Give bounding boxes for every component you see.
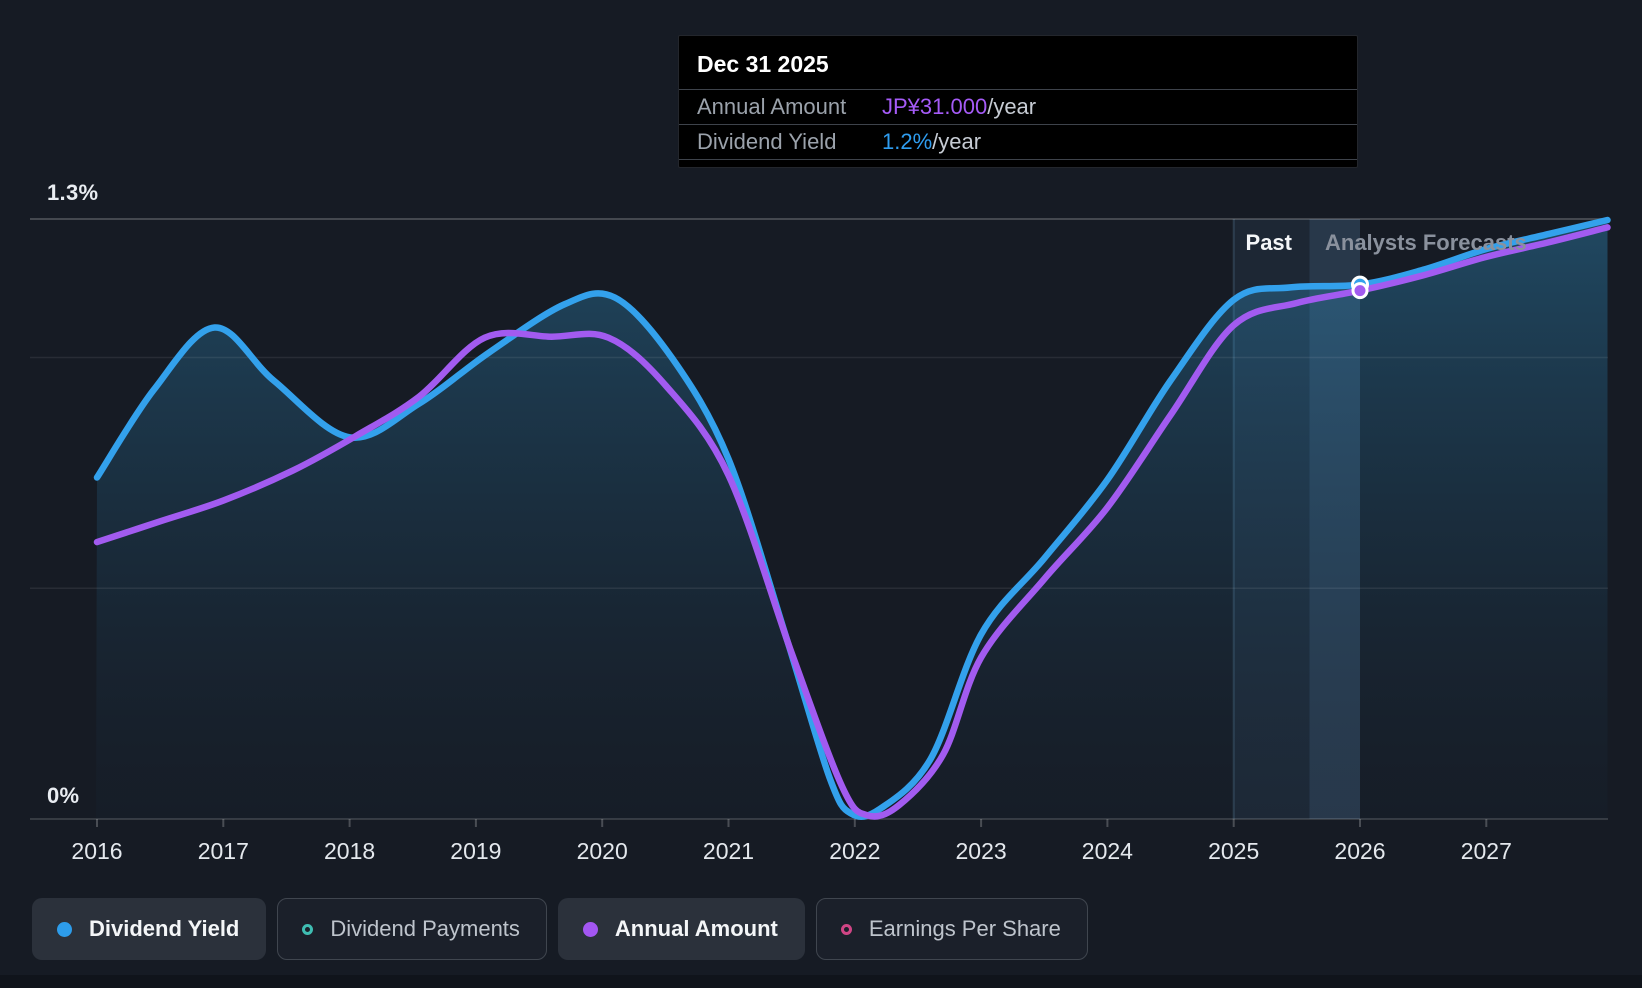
legend: Dividend Yield Dividend Payments Annual … [32, 898, 1088, 960]
tooltip-date: Dec 31 2025 [679, 36, 1357, 90]
forecast-region-label: Analysts Forecasts [1325, 230, 1527, 255]
earnings-per-share-circle-icon [840, 923, 852, 935]
hover-point-markers [1351, 275, 1369, 300]
x-axis-year-label: 2021 [702, 838, 755, 864]
legend-dividend-payments-button[interactable]: Dividend Payments [277, 898, 547, 960]
legend-label: Earnings Per Share [868, 916, 1061, 941]
tooltip-suffix: /year [987, 94, 1037, 119]
x-axis-year-label: 2017 [197, 838, 249, 864]
legend-annual-amount-button[interactable]: Annual Amount [557, 898, 805, 960]
yield-area-fill [96, 220, 1608, 819]
annual-amount-dot-icon [582, 921, 598, 937]
tooltip-row-annual-amount: Annual Amount JP¥31.000 /year [679, 90, 1357, 125]
y-axis-max-label: 1.3% [47, 180, 99, 205]
tooltip-label: Annual Amount [697, 94, 847, 119]
series-lines [93, 216, 1611, 820]
x-axis-year-label: 2024 [1081, 838, 1133, 864]
legend-label: Annual Amount [614, 916, 778, 941]
legend-label: Dividend Yield [89, 916, 240, 941]
tooltip-row-dividend-yield: Dividend Yield 1.2% /year [679, 125, 1357, 160]
tooltip-value: JP¥31.000 [882, 94, 988, 119]
x-axis-year-label: 2022 [829, 838, 881, 864]
dividend-payments-circle-icon [302, 923, 314, 935]
x-axis-year-label: 2016 [71, 838, 123, 864]
x-axis-year-label: 2020 [576, 838, 628, 864]
x-axis-year-label: 2019 [450, 838, 502, 864]
bottom-strip [0, 975, 1642, 988]
x-axis-year-label: 2026 [1334, 838, 1386, 864]
legend-dividend-yield-button[interactable]: Dividend Yield [32, 898, 267, 960]
x-axis-year-label: 2027 [1460, 838, 1512, 864]
tooltip-label: Dividend Yield [697, 129, 837, 154]
past-region-label: Past [1245, 230, 1292, 255]
legend-label: Dividend Payments [330, 916, 520, 941]
x-axis-year-label: 2025 [1208, 838, 1260, 864]
x-axis-ticks [96, 819, 1488, 827]
x-axis-year-label: 2023 [955, 838, 1007, 864]
x-axis-year-label: 2018 [324, 838, 376, 864]
gridlines [30, 218, 1608, 820]
chart-tooltip: Dec 31 2025 Annual Amount JP¥31.000 /yea… [678, 35, 1358, 168]
y-axis-zero-label: 0% [47, 783, 80, 808]
legend-earnings-per-share-button[interactable]: Earnings Per Share [815, 898, 1088, 960]
tooltip-value: 1.2% [882, 129, 933, 154]
tooltip-suffix: /year [932, 129, 982, 154]
dividend-yield-dot-icon [57, 921, 72, 937]
